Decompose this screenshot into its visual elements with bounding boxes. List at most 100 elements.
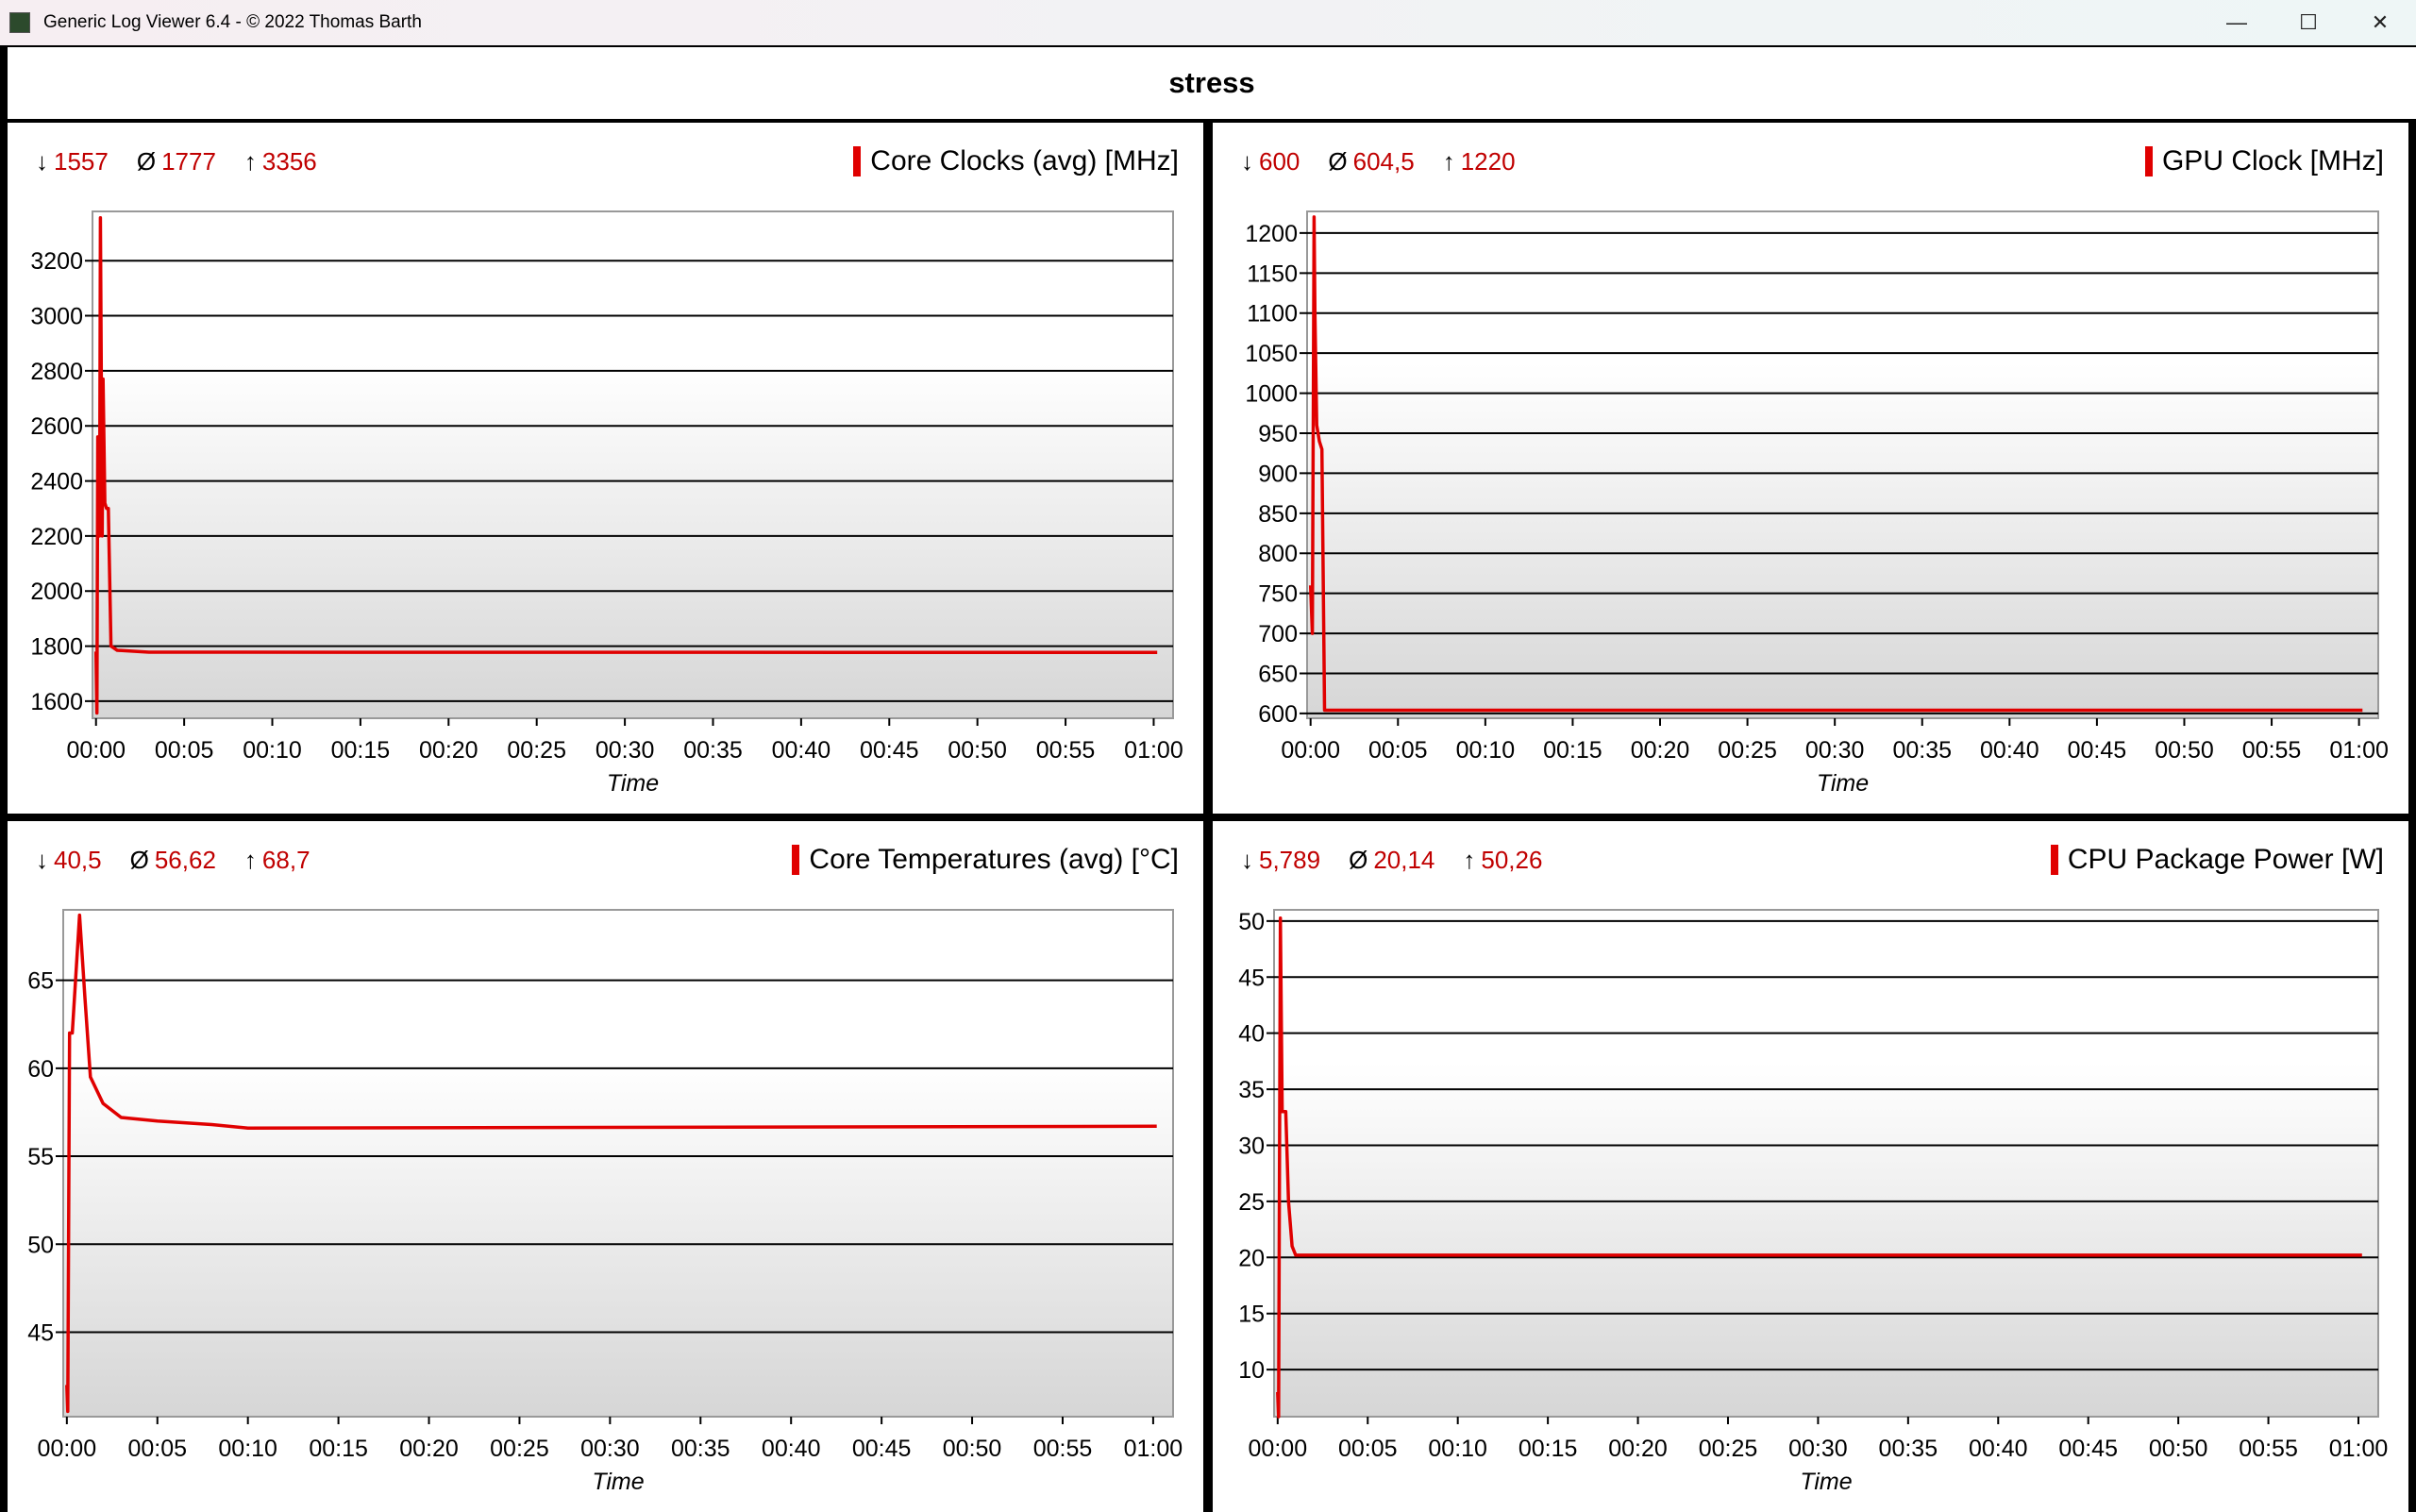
x-tick-label: 00:35 <box>1892 737 1952 764</box>
x-tick-label: 00:45 <box>860 737 919 764</box>
chart-title: Core Clocks (avg) [MHz] <box>870 145 1179 176</box>
chart-title: Core Temperatures (avg) [°C] <box>809 844 1179 875</box>
y-tick-label: 1050 <box>1245 341 1298 367</box>
y-tick-label: 950 <box>1258 421 1298 447</box>
close-button[interactable]: ✕ <box>2371 10 2390 34</box>
x-tick-label: 00:40 <box>1980 737 2039 764</box>
y-tick-label: 2800 <box>30 359 83 385</box>
y-tick-label: 35 <box>1238 1077 1265 1103</box>
plot-area <box>92 210 1174 719</box>
x-tick-label: 00:55 <box>1036 737 1096 764</box>
legend-color-swatch <box>2144 146 2153 176</box>
y-tick-label: 10 <box>1238 1357 1265 1384</box>
y-tick-label: 2400 <box>30 469 83 496</box>
y-tick-label: 50 <box>27 1232 54 1258</box>
x-tick-label: 00:15 <box>309 1436 368 1462</box>
chart-core-temperatures: 45 50 55 60 65 00:00 00:05 00:10 00:15 00:20 00:25… <box>27 909 1183 1495</box>
x-tick-label: 00:50 <box>943 1436 1002 1462</box>
stat-min: ↓ 600 <box>1241 147 1300 176</box>
x-tick-label: 00:05 <box>155 737 214 764</box>
x-tick-label: 00:05 <box>1368 737 1428 764</box>
log-title-header: stress <box>8 47 2416 119</box>
x-tick-label: 00:30 <box>1805 737 1865 764</box>
x-tick-label: 00:05 <box>127 1436 187 1462</box>
chart-stats: ↓ 600 Ø 604,5 ↑ 1220 <box>1241 147 1516 176</box>
stat-min: ↓ 40,5 <box>36 846 102 874</box>
y-tick-label: 850 <box>1258 501 1298 528</box>
x-tick-label: 00:35 <box>671 1436 730 1462</box>
stat-avg: Ø 20,14 <box>1349 846 1435 874</box>
chart-stats: ↓ 1557 Ø 1777 ↑ 3356 <box>36 147 317 176</box>
window-title: Generic Log Viewer 6.4 - © 2022 Thomas B… <box>43 12 422 32</box>
stat-max: ↑ 50,26 <box>1463 846 1543 874</box>
y-tick-label: 1800 <box>30 634 83 661</box>
y-tick-label: 1150 <box>1247 260 1298 287</box>
stat-avg: Ø 1777 <box>136 147 216 176</box>
x-tick-label: 00:20 <box>1608 1436 1668 1462</box>
x-axis-label: Time <box>1817 770 1869 797</box>
x-tick-label: 00:20 <box>399 1436 459 1462</box>
chart-panel-core-temperatures: ↓ 40,5 Ø 56,62 ↑ 68,7 Core Temperatures (av… <box>8 821 1203 1512</box>
minimize-button[interactable]: — <box>2226 10 2247 34</box>
y-tick-label: 1100 <box>1247 301 1298 328</box>
plot-area <box>1306 210 2379 719</box>
y-tick-label: 900 <box>1258 461 1298 487</box>
x-tick-label: 00:25 <box>1718 737 1777 764</box>
stat-max: ↑ 68,7 <box>243 846 310 874</box>
y-tick-label: 30 <box>1238 1133 1265 1159</box>
x-tick-label: 00:45 <box>2068 737 2127 764</box>
chart-title: GPU Clock [MHz] <box>2161 145 2384 176</box>
x-tick-label: 00:40 <box>762 1436 821 1462</box>
y-tick-label: 3200 <box>30 248 83 275</box>
y-tick-label: 1200 <box>1245 221 1298 247</box>
y-tick-label: 2600 <box>30 413 83 440</box>
x-tick-label: 00:55 <box>2239 1436 2298 1462</box>
x-tick-label: 00:40 <box>1969 1436 2028 1462</box>
stat-min: ↓ 1557 <box>36 147 109 176</box>
chart-panel-core-clocks: ↓ 1557 Ø 1777 ↑ 3356 Core Clocks (avg) [MHz… <box>8 123 1203 814</box>
x-tick-label: 00:00 <box>66 737 126 764</box>
stat-min: ↓ 5,789 <box>1241 846 1321 874</box>
y-tick-label: 750 <box>1258 581 1298 608</box>
x-tick-label: 00:30 <box>1788 1436 1848 1462</box>
x-tick-label: 00:25 <box>507 737 566 764</box>
chart-legend-title: Core Clocks (avg) [MHz] <box>853 145 1179 177</box>
chart-cpu-package-power: 10 15 20 25 30 35 40 45 50 00:00 00:05 00:10 00:15 00… <box>1238 909 2389 1495</box>
x-tick-label: 00:10 <box>1428 1436 1487 1462</box>
y-tick-label: 50 <box>1238 909 1265 935</box>
chart-gpu-clock: 600 650 700 750 800 850 900 950 1000 1050 1100 1150… <box>1245 210 2389 797</box>
x-tick-label: 01:00 <box>2329 737 2389 764</box>
x-tick-label: 00:30 <box>596 737 655 764</box>
chart-stats: ↓ 40,5 Ø 56,62 ↑ 68,7 <box>36 846 310 875</box>
y-tick-label: 55 <box>27 1144 54 1170</box>
x-tick-label: 01:00 <box>2329 1436 2389 1462</box>
x-tick-label: 00:45 <box>2058 1436 2118 1462</box>
x-tick-label: 00:10 <box>243 737 302 764</box>
chart-panel-gpu-clock: ↓ 600 Ø 604,5 ↑ 1220 GPU Clock [MHz] 600 650 7… <box>1213 123 2408 814</box>
app-icon <box>9 12 30 33</box>
plot-area <box>62 909 1174 1418</box>
x-tick-label: 00:40 <box>772 737 831 764</box>
y-tick-label: 65 <box>27 968 54 995</box>
legend-color-swatch <box>853 146 862 176</box>
chart-core-clocks: 1600 1800 2000 2200 2400 2600 2800 3000 3200 00:0… <box>30 210 1183 797</box>
y-tick-label: 600 <box>1258 701 1298 728</box>
y-tick-label: 1600 <box>30 689 83 715</box>
x-tick-label: 00:35 <box>1879 1436 1938 1462</box>
y-tick-label: 3000 <box>30 304 83 330</box>
legend-color-swatch <box>2050 845 2058 875</box>
x-tick-label: 01:00 <box>1124 737 1183 764</box>
maximize-button[interactable]: ☐ <box>2299 10 2318 34</box>
chart-legend-title: GPU Clock [MHz] <box>2144 145 2384 177</box>
chart-legend-title: Core Temperatures (avg) [°C] <box>792 844 1179 876</box>
x-tick-label: 00:05 <box>1338 1436 1398 1462</box>
x-tick-label: 00:10 <box>1456 737 1516 764</box>
x-tick-label: 00:15 <box>1518 1436 1578 1462</box>
x-tick-label: 00:50 <box>2149 1436 2208 1462</box>
y-tick-label: 2000 <box>30 579 83 605</box>
y-tick-label: 45 <box>1238 965 1265 991</box>
x-tick-label: 00:15 <box>1543 737 1602 764</box>
x-tick-label: 00:50 <box>948 737 1007 764</box>
title-bar: Generic Log Viewer 6.4 - © 2022 Thomas B… <box>0 0 2416 45</box>
x-tick-label: 00:50 <box>2155 737 2214 764</box>
